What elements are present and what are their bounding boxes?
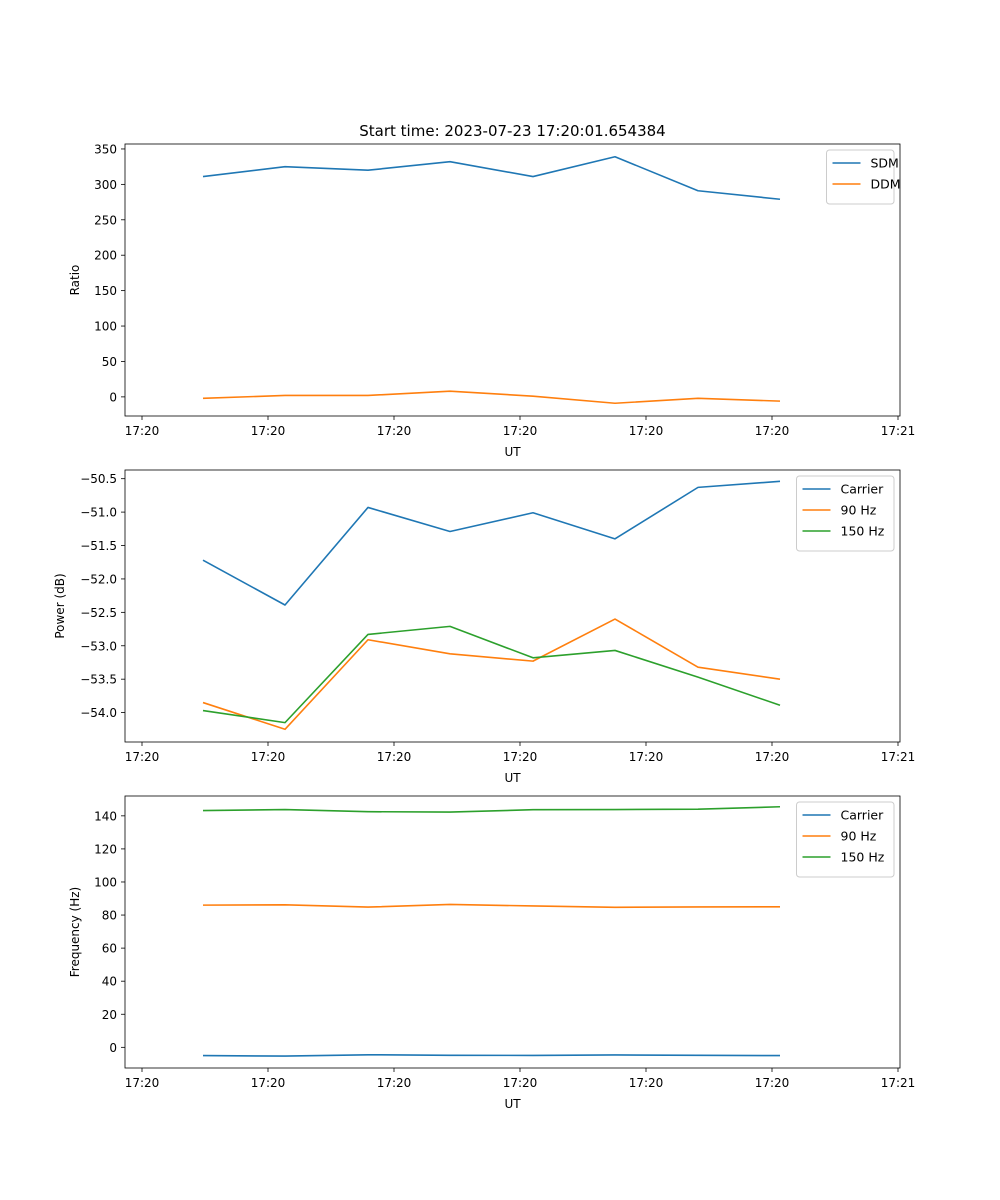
y-tick-label: −53.5 bbox=[80, 673, 117, 687]
x-tick-label: 17:21 bbox=[881, 1076, 916, 1090]
x-tick-label: 17:20 bbox=[377, 424, 412, 438]
panel-3: 17:20 17:20 17:20 17:20 17:20 17:20 17:21 0 20 40… bbox=[68, 795, 916, 1111]
legend-label: 90 Hz bbox=[841, 829, 877, 844]
y-axis-label: Ratio bbox=[68, 265, 82, 296]
x-tick-label: 17:20 bbox=[755, 1076, 790, 1090]
x-axis-label: UT bbox=[504, 1097, 521, 1111]
x-tick-label: 17:20 bbox=[503, 750, 538, 764]
y-tick-label: 140 bbox=[94, 809, 117, 823]
axes-frame bbox=[124, 143, 901, 417]
x-tick-label: 17:20 bbox=[629, 424, 664, 438]
x-tick-label: 17:20 bbox=[251, 424, 286, 438]
x-tick-label: 17:20 bbox=[503, 424, 538, 438]
legend-label: Carrier bbox=[841, 808, 885, 823]
x-tick-label: 17:21 bbox=[881, 424, 916, 438]
y-tick-label: −53.0 bbox=[80, 639, 117, 653]
y-tick-label: 50 bbox=[102, 355, 117, 369]
legend-label: 150 Hz bbox=[841, 850, 885, 865]
series-line-90-hz bbox=[202, 903, 781, 909]
x-tick-label: 17:20 bbox=[125, 1076, 160, 1090]
legend: Carrier 90 Hz 150 Hz bbox=[796, 475, 895, 552]
y-tick-label: 60 bbox=[102, 942, 117, 956]
legend: SDM DDM bbox=[826, 149, 901, 205]
y-tick-label: 200 bbox=[94, 249, 117, 263]
x-tick-label: 17:20 bbox=[125, 424, 160, 438]
x-axis-label: UT bbox=[504, 771, 521, 785]
y-tick-label: −50.5 bbox=[80, 472, 117, 486]
series-line-90-hz bbox=[202, 618, 781, 731]
series-line-150-hz bbox=[202, 625, 781, 724]
series-line-sdm bbox=[202, 155, 781, 201]
legend-box bbox=[796, 475, 895, 552]
y-tick-label: 120 bbox=[94, 842, 117, 856]
y-tick-label: 0 bbox=[109, 390, 117, 404]
legend-label: DDM bbox=[871, 177, 901, 192]
series-line-carrier bbox=[202, 1053, 781, 1057]
y-tick-label: 150 bbox=[94, 284, 117, 298]
x-tick-label: 17:20 bbox=[377, 1076, 412, 1090]
y-tick-label: −51.0 bbox=[80, 506, 117, 520]
x-tick-label: 17:20 bbox=[125, 750, 160, 764]
y-tick-label: 80 bbox=[102, 909, 117, 923]
y-tick-label: 300 bbox=[94, 178, 117, 192]
panels: 17:20 17:20 17:20 17:20 17:20 17:20 17:21 0 50 10… bbox=[53, 142, 915, 1111]
x-tick-label: 17:20 bbox=[629, 1076, 664, 1090]
legend-box bbox=[796, 801, 895, 878]
y-tick-label: −54.0 bbox=[80, 706, 117, 720]
y-tick-label: 0 bbox=[109, 1041, 117, 1055]
x-tick-label: 17:20 bbox=[251, 750, 286, 764]
y-axis-label: Frequency (Hz) bbox=[68, 887, 82, 978]
panel-2: 17:20 17:20 17:20 17:20 17:20 17:20 17:21 −54.0… bbox=[53, 469, 916, 785]
x-tick-label: 17:20 bbox=[377, 750, 412, 764]
x-axis-label: UT bbox=[504, 445, 521, 459]
y-tick-label: −52.5 bbox=[80, 606, 117, 620]
x-tick-label: 17:21 bbox=[881, 750, 916, 764]
legend-label: 150 Hz bbox=[841, 524, 885, 539]
x-tick-label: 17:20 bbox=[755, 424, 790, 438]
figure-title: Start time: 2023-07-23 17:20:01.654384 bbox=[359, 122, 665, 140]
axes-frame bbox=[124, 795, 901, 1069]
axes-frame bbox=[124, 469, 901, 743]
legend-label: SDM bbox=[871, 156, 899, 171]
x-tick-label: 17:20 bbox=[503, 1076, 538, 1090]
series-line-carrier bbox=[202, 480, 781, 606]
panel-1: 17:20 17:20 17:20 17:20 17:20 17:20 17:21 0 50 10… bbox=[68, 142, 915, 459]
x-tick-label: 17:20 bbox=[755, 750, 790, 764]
y-axis-label: Power (dB) bbox=[53, 573, 67, 638]
y-tick-label: 100 bbox=[94, 875, 117, 889]
y-tick-label: 40 bbox=[102, 975, 117, 989]
legend-label: 90 Hz bbox=[841, 503, 877, 518]
legend: Carrier 90 Hz 150 Hz bbox=[796, 801, 895, 878]
x-tick-label: 17:20 bbox=[629, 750, 664, 764]
y-tick-label: 20 bbox=[102, 1008, 117, 1022]
legend-label: Carrier bbox=[841, 482, 885, 497]
y-tick-label: −51.5 bbox=[80, 539, 117, 553]
y-tick-label: −52.0 bbox=[80, 572, 117, 586]
y-tick-label: 250 bbox=[94, 213, 117, 227]
series-line-150-hz bbox=[202, 805, 781, 813]
y-tick-label: 350 bbox=[94, 142, 117, 156]
y-tick-label: 100 bbox=[94, 320, 117, 334]
series-line-ddm bbox=[202, 390, 781, 405]
x-tick-label: 17:20 bbox=[251, 1076, 286, 1090]
